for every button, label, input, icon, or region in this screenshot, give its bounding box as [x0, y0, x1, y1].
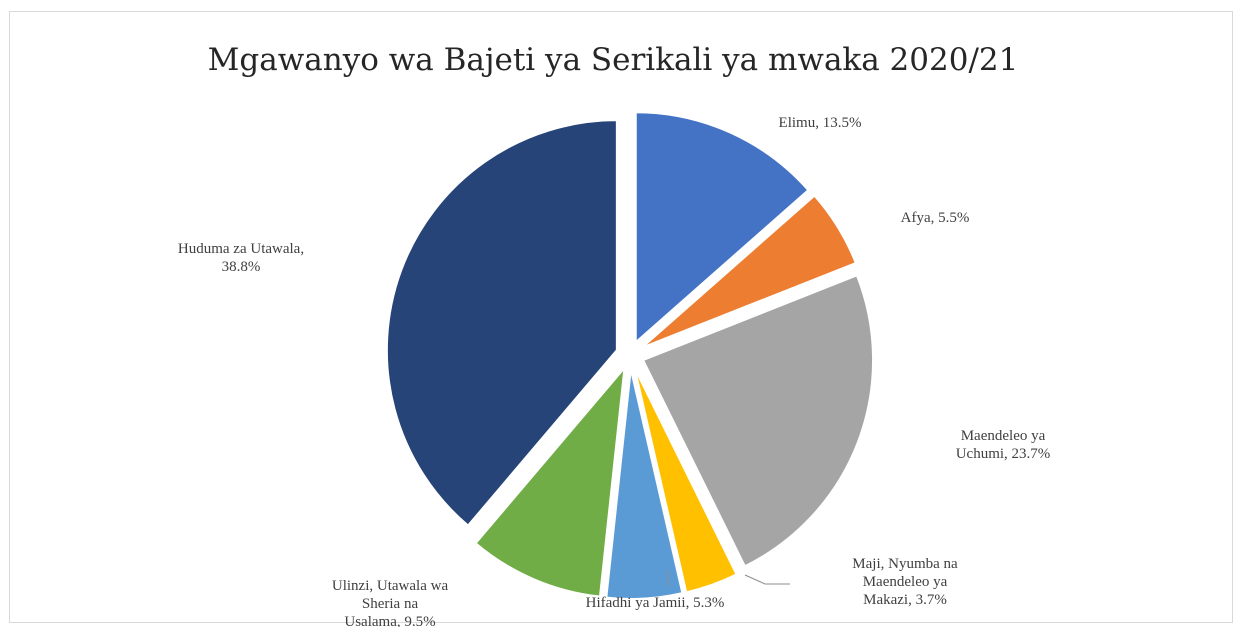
pie-slice	[641, 194, 858, 349]
pie-slice	[634, 111, 810, 345]
slice-label: Ulinzi, Utawala wa Sheria na Usalama, 9.5%	[332, 578, 449, 627]
slice-labels: Elimu, 13.5% Afya, 5.5% Maendeleo ya Uchumi…	[178, 115, 1050, 627]
pie-slice	[641, 274, 875, 568]
pie-slices	[385, 111, 875, 600]
pie-slice	[385, 119, 618, 527]
pie-slice	[633, 367, 738, 594]
slice-label: Elimu, 13.5%	[779, 115, 862, 131]
slice-label: Afya, 5.5%	[901, 210, 970, 226]
slice-label: Huduma za Utawala, 38.8%	[178, 241, 304, 275]
slice-label: Maji, Nyumba na Maendeleo ya Makazi, 3.7%	[852, 556, 958, 608]
pie-slice	[605, 368, 684, 600]
leader-lines	[667, 570, 790, 586]
leader-line	[744, 574, 790, 585]
pie-slice	[474, 364, 626, 598]
slice-label: Hifadhi ya Jamii, 5.3%	[586, 595, 725, 611]
chart-title: Mgawanyo wa Bajeti ya Serikali ya mwaka …	[208, 42, 1019, 78]
slice-label: Maendeleo ya Uchumi, 23.7%	[956, 428, 1051, 462]
